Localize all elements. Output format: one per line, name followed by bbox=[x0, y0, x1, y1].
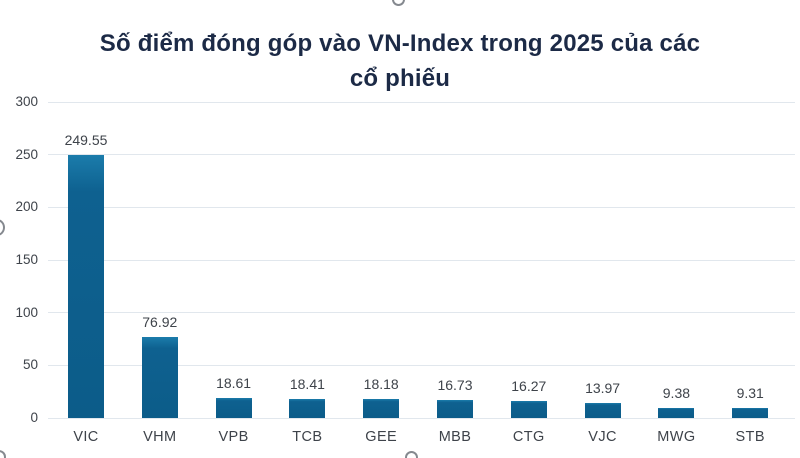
bar-VHM bbox=[141, 336, 178, 418]
y-tick-label-150: 150 bbox=[15, 252, 38, 267]
chart-title-line2: cổ phiếu bbox=[349, 65, 451, 93]
gridline-300 bbox=[48, 101, 795, 103]
bar-CTG bbox=[510, 400, 547, 418]
bar-MBB bbox=[437, 400, 473, 418]
y-tick-label-300: 300 bbox=[15, 94, 38, 109]
x-tick-label-CTG: CTG bbox=[512, 429, 545, 445]
x-tick-label-VHM: VHM bbox=[143, 429, 177, 445]
bar-value-label-VJC: 13.97 bbox=[585, 380, 621, 397]
x-tick-label-VPB: VPB bbox=[218, 429, 249, 445]
clipped-glyph-bottom-left bbox=[0, 450, 6, 458]
gridline-0 bbox=[48, 417, 795, 419]
x-tick-label-STB: STB bbox=[735, 429, 765, 445]
bar-value-label-STB: 9.31 bbox=[736, 385, 764, 402]
gridline-250 bbox=[48, 154, 795, 156]
bar-VPB bbox=[215, 398, 252, 418]
clipped-glyph-bottom bbox=[405, 451, 418, 458]
bar-GEE bbox=[363, 398, 400, 418]
x-tick-label-TCB: TCB bbox=[292, 429, 323, 445]
bar-TCB bbox=[289, 398, 326, 418]
bar-value-label-VHM: 76.92 bbox=[142, 313, 178, 330]
x-tick-label-MWG: MWG bbox=[657, 429, 696, 445]
x-tick-label-VIC: VIC bbox=[73, 429, 99, 445]
gridline-150 bbox=[48, 259, 795, 261]
x-tick-label-GEE: GEE bbox=[365, 429, 398, 445]
bar-value-label-VIC: 249.55 bbox=[64, 132, 108, 149]
gridline-200 bbox=[48, 206, 795, 208]
bar-value-label-MBB: 16.73 bbox=[437, 377, 473, 394]
y-tick-label-200: 200 bbox=[15, 199, 38, 215]
bar-value-label-CTG: 16.27 bbox=[511, 377, 547, 394]
gridline-50 bbox=[48, 364, 795, 366]
bar-VIC bbox=[68, 155, 104, 418]
chart-title-line1: Số điểm đóng góp vào VN-Index trong 2025… bbox=[99, 30, 701, 58]
x-tick-label-MBB: MBB bbox=[438, 429, 472, 445]
y-tick-label-250: 250 bbox=[15, 146, 38, 162]
bar-value-label-MWG: 9.38 bbox=[662, 385, 691, 402]
bar-MWG bbox=[658, 408, 695, 418]
bar-value-label-VPB: 18.61 bbox=[216, 375, 252, 392]
y-tick-label-0: 0 bbox=[30, 410, 38, 425]
bar-value-label-TCB: 18.41 bbox=[289, 375, 325, 392]
x-tick-label-VJC: VJC bbox=[588, 429, 617, 445]
bar-value-label-GEE: 18.18 bbox=[363, 375, 399, 392]
gridline-100 bbox=[48, 312, 795, 314]
bar-VJC bbox=[584, 403, 621, 418]
y-tick-label-50: 50 bbox=[22, 357, 38, 373]
bar-STB bbox=[732, 408, 769, 418]
y-tick-label-100: 100 bbox=[15, 304, 38, 320]
chart-title: Số điểm đóng góp vào VN-Index trong 2025… bbox=[70, 26, 730, 96]
